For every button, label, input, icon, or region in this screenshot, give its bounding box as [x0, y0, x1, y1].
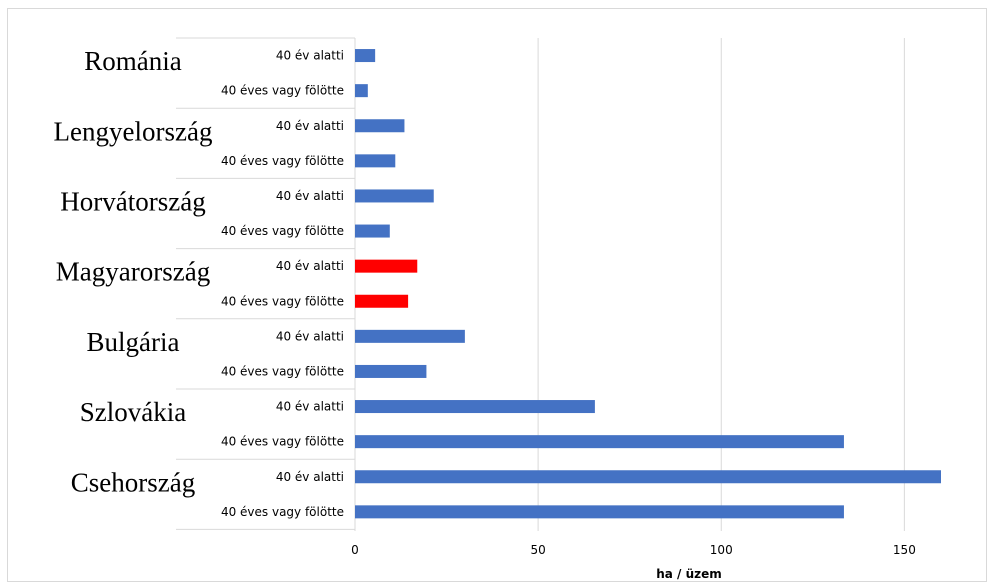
- country-label: Románia: [84, 46, 181, 76]
- category-label: 40 év alatti: [276, 400, 344, 414]
- x-tick-label: 0: [351, 543, 359, 557]
- country-label: Magyarország: [56, 257, 210, 287]
- category-label: 40 év alatti: [276, 189, 344, 203]
- country-label: Horvátország: [60, 187, 205, 217]
- bar: [355, 259, 418, 273]
- category-labels: 40 év alatti 40 éves vagy fölötte 40 év al…: [221, 49, 344, 519]
- category-label: 40 év alatti: [276, 119, 344, 133]
- group-separators: [176, 37, 355, 530]
- country-label: Lengyelország: [54, 116, 213, 146]
- bar: [355, 400, 595, 414]
- category-label: 40 éves vagy fölötte: [221, 84, 344, 98]
- category-label: 40 éves vagy fölötte: [221, 435, 344, 449]
- bar: [355, 49, 376, 63]
- category-label: 40 éves vagy fölötte: [221, 505, 344, 519]
- country-labels: Románia Lengyelország Horvátország Magyaror…: [54, 46, 213, 497]
- category-label: 40 éves vagy fölötte: [221, 294, 344, 308]
- category-label: 40 éves vagy fölötte: [221, 364, 344, 378]
- category-label: 40 éves vagy fölötte: [221, 224, 344, 238]
- bar: [355, 119, 405, 133]
- country-label: Bulgária: [87, 327, 180, 357]
- bar: [355, 154, 396, 168]
- gridlines: [354, 38, 905, 531]
- x-axis-ticks: 0 50 100 150: [351, 543, 916, 557]
- category-label: 40 év alatti: [276, 259, 344, 273]
- bar: [355, 505, 844, 519]
- category-label: 40 év alatti: [276, 49, 344, 63]
- bar: [355, 294, 409, 308]
- bar: [355, 470, 941, 484]
- bar: [355, 189, 434, 203]
- x-tick-label: 150: [893, 543, 916, 557]
- bar: [355, 84, 368, 98]
- bar: [355, 364, 427, 378]
- category-label: 40 év alatti: [276, 470, 344, 484]
- x-tick-label: 100: [710, 543, 733, 557]
- chart-frame: [7, 8, 987, 582]
- x-axis-title: ha / üzem: [656, 567, 722, 581]
- country-label: Szlovákia: [80, 397, 186, 427]
- bar: [355, 224, 390, 238]
- bars: [355, 49, 941, 519]
- bar: [355, 435, 844, 449]
- x-tick-label: 50: [530, 543, 545, 557]
- bar: [355, 329, 465, 343]
- country-label: Csehország: [71, 467, 195, 497]
- category-label: 40 év alatti: [276, 329, 344, 343]
- category-label: 40 éves vagy fölötte: [221, 154, 344, 168]
